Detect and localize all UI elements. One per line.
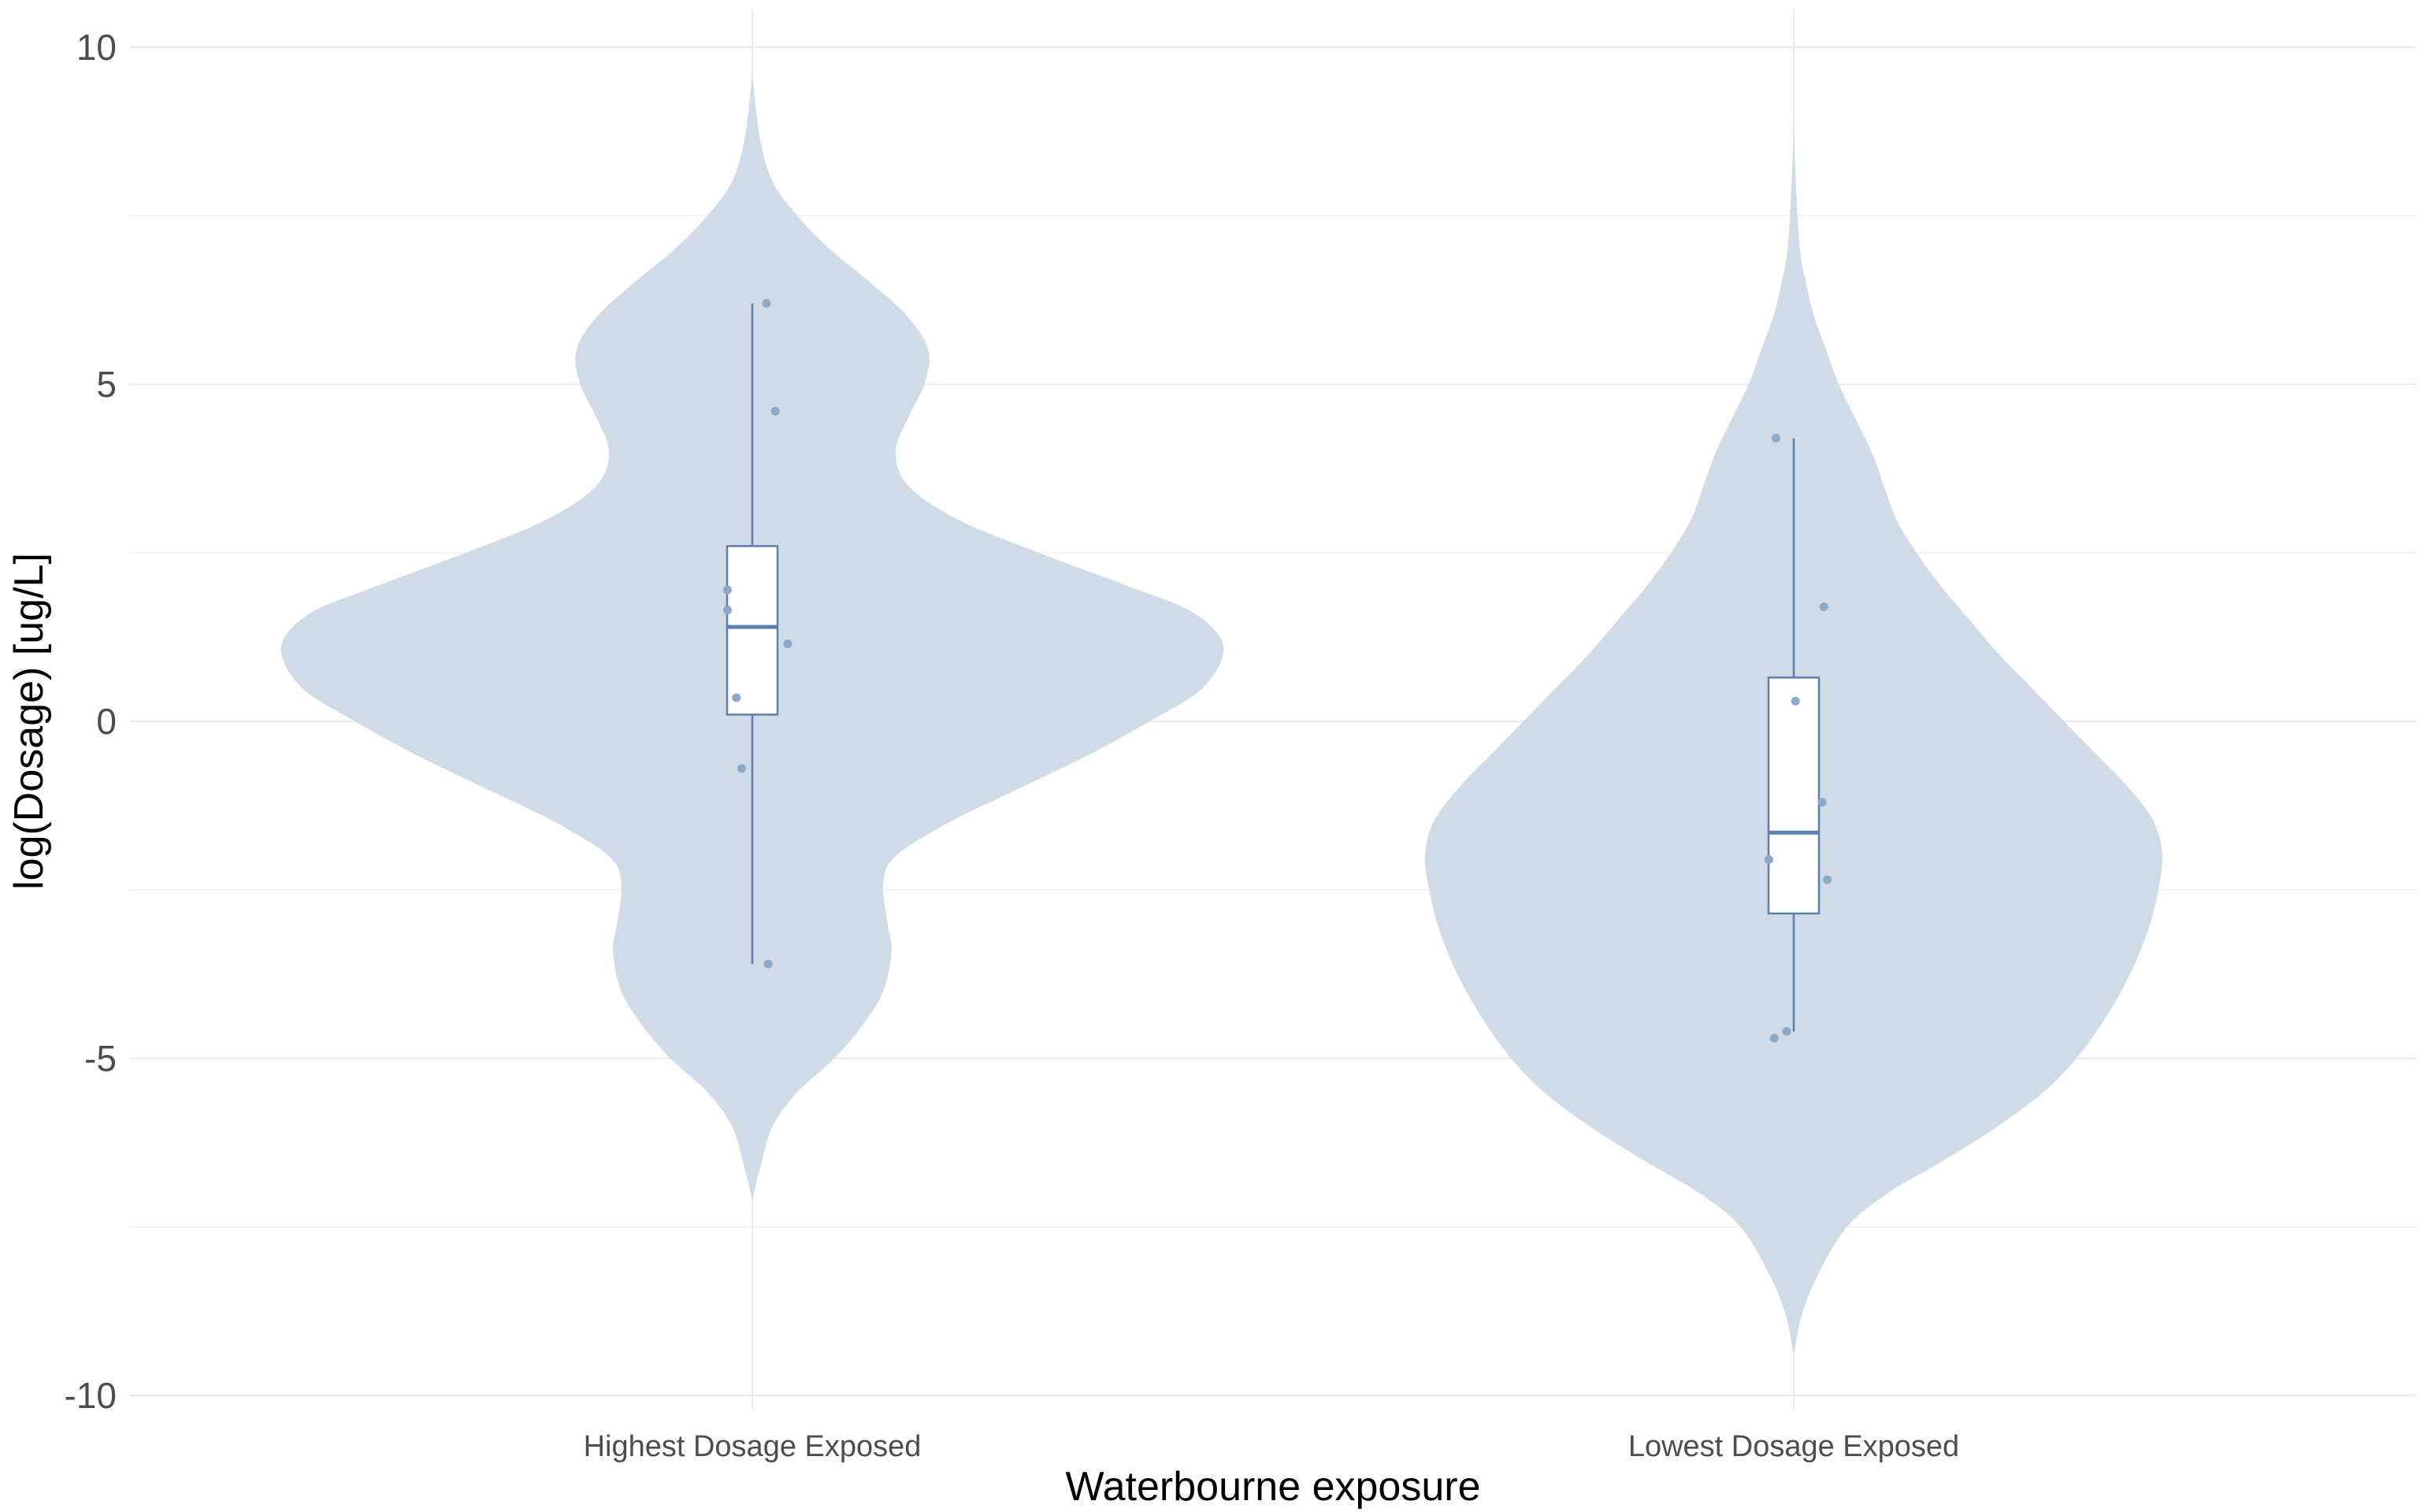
data-point: [1791, 696, 1800, 706]
y-tick-label: -5: [84, 1038, 117, 1079]
data-point: [1823, 875, 1832, 884]
data-point: [1765, 854, 1773, 864]
data-point: [1782, 1027, 1791, 1036]
y-tick-label: 0: [96, 701, 117, 742]
data-point: [1819, 602, 1828, 611]
box-iqr: [1767, 676, 1821, 915]
data-point: [762, 298, 771, 308]
data-point: [737, 764, 746, 773]
x-tick-label: Highest Dosage Exposed: [584, 1430, 922, 1463]
y-axis-ticks: -10 -5 0 5 10: [65, 27, 117, 1416]
x-tick-label: Lowest Dosage Exposed: [1628, 1430, 1959, 1463]
x-axis-ticks: Highest Dosage Exposed Lowest Dosage Expo…: [584, 1430, 1960, 1463]
data-point: [723, 585, 732, 595]
data-point: [770, 406, 780, 416]
data-point: [723, 606, 732, 615]
x-axis-title: Waterbourne exposure: [1065, 1464, 1480, 1510]
y-tick-label: 5: [96, 364, 117, 405]
y-tick-label: -10: [65, 1375, 117, 1416]
violins: [280, 70, 2163, 1355]
y-axis-title: log(Dosage) [ug/L]: [6, 553, 52, 890]
boxplots: [726, 303, 1821, 1032]
data-point: [1772, 433, 1780, 443]
data-point: [1817, 798, 1827, 807]
data-point: [732, 693, 741, 702]
data-point: [783, 639, 792, 649]
jitter-points: [723, 298, 1832, 1043]
data-point: [763, 959, 773, 969]
y-tick-label: 10: [76, 27, 117, 68]
data-point: [1769, 1033, 1779, 1043]
box-iqr: [726, 545, 779, 716]
